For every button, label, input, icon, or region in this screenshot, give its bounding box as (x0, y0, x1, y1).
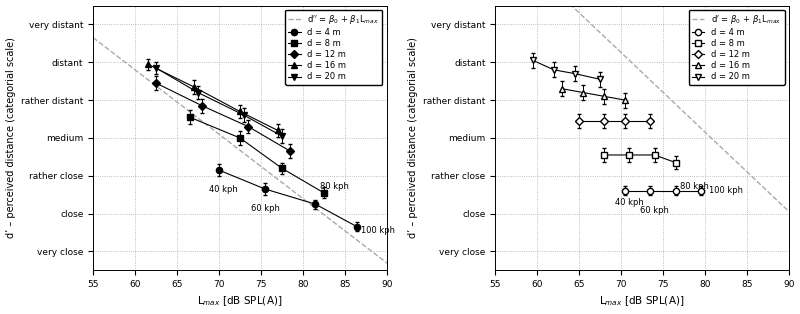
Text: 80 kph: 80 kph (319, 182, 349, 191)
Text: 60 kph: 60 kph (250, 204, 279, 213)
Text: 40 kph: 40 kph (209, 185, 238, 194)
Text: 80 kph: 80 kph (680, 182, 709, 191)
Y-axis label: d’ – perceived distance (categorial scale): d’ – perceived distance (categorial scal… (6, 37, 15, 238)
Text: 100 kph: 100 kph (362, 226, 395, 235)
Text: 40 kph: 40 kph (615, 198, 644, 208)
X-axis label: L$_{max}$ [dB SPL(A)]: L$_{max}$ [dB SPL(A)] (599, 295, 685, 308)
Legend: d$^{\prime}$ = $\beta_0$ + $\beta_1$L$_{max}$, d = 4 m, d = 8 m, d = 12 m, d = 1: d$^{\prime}$ = $\beta_0$ + $\beta_1$L$_{… (689, 10, 785, 85)
Text: 100 kph: 100 kph (709, 187, 743, 195)
Y-axis label: d’ – perceived distance (categorial scale): d’ – perceived distance (categorial scal… (408, 37, 418, 238)
X-axis label: L$_{max}$ [dB SPL(A)]: L$_{max}$ [dB SPL(A)] (198, 295, 282, 308)
Text: 60 kph: 60 kph (640, 206, 669, 215)
Legend: d$^{\prime\prime}$ = $\beta_0$ + $\beta_1$L$_{max}$, d = 4 m, d = 8 m, d = 12 m,: d$^{\prime\prime}$ = $\beta_0$ + $\beta_… (285, 10, 382, 85)
